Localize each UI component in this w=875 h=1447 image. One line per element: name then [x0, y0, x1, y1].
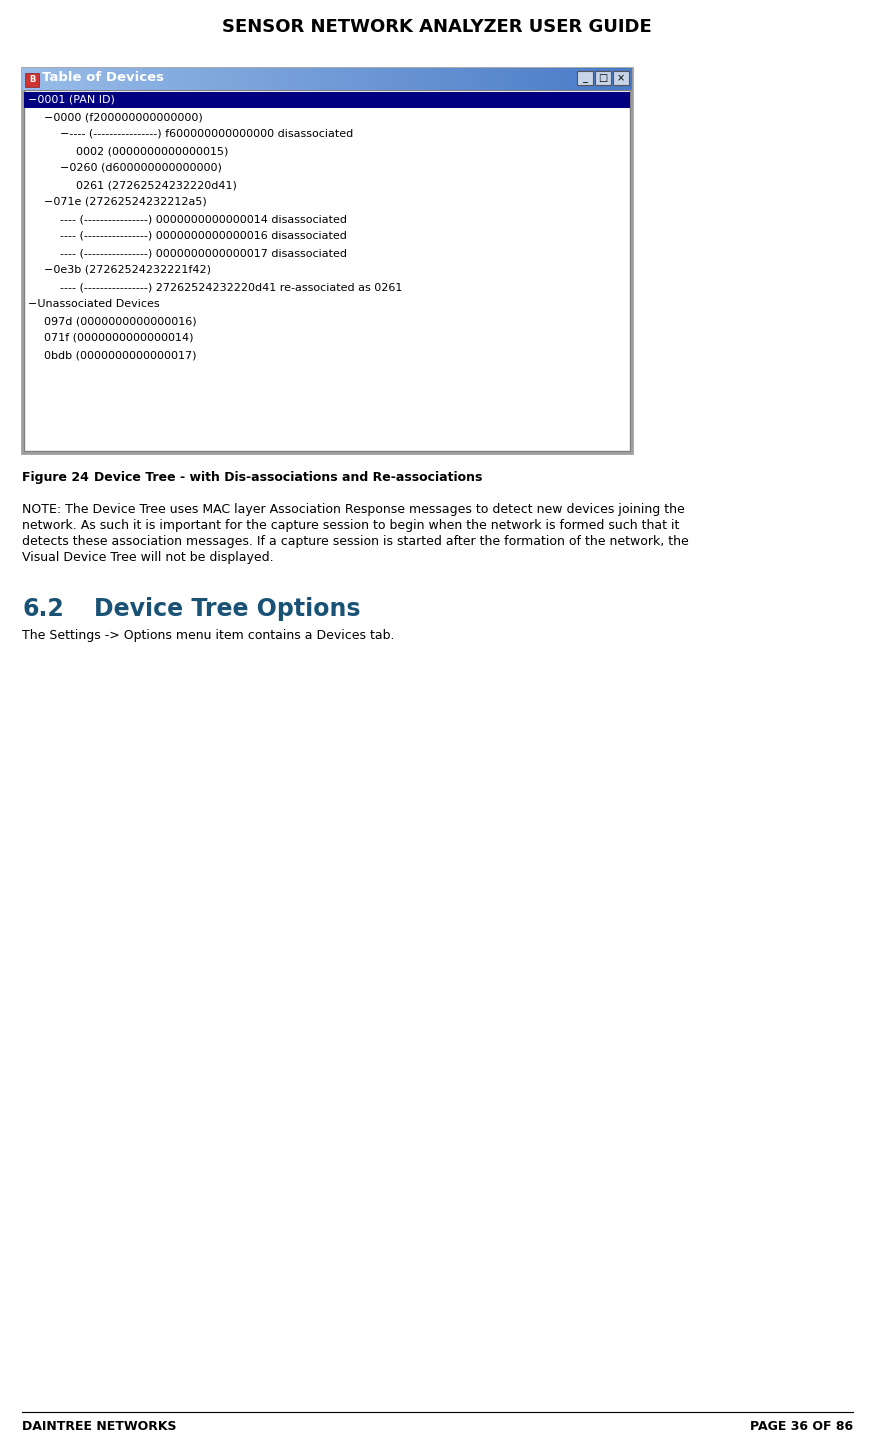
Text: 0bdb (0000000000000017): 0bdb (0000000000000017): [44, 350, 197, 360]
Text: Figure 24: Figure 24: [22, 472, 89, 483]
Text: _: _: [583, 72, 587, 82]
Text: 0261 (27262524232220d41): 0261 (27262524232220d41): [76, 179, 237, 190]
Text: The Settings -> Options menu item contains a Devices tab.: The Settings -> Options menu item contai…: [22, 629, 395, 642]
Text: network. As such it is important for the capture session to begin when the netwo: network. As such it is important for the…: [22, 519, 679, 532]
Text: −---- (----------------) f600000000000000 disassociated: −---- (----------------) f60000000000000…: [60, 129, 354, 139]
Text: ×: ×: [617, 72, 625, 82]
Text: Device Tree - with Dis-associations and Re-associations: Device Tree - with Dis-associations and …: [94, 472, 482, 483]
Text: B: B: [29, 75, 35, 84]
Bar: [22, 68, 632, 453]
Text: □: □: [598, 72, 607, 82]
Text: Table of Devices: Table of Devices: [42, 71, 164, 84]
Text: 097d (0000000000000016): 097d (0000000000000016): [44, 315, 197, 326]
Text: SENSOR NETWORK ANALYZER USER GUIDE: SENSOR NETWORK ANALYZER USER GUIDE: [222, 17, 652, 36]
Text: PAGE 36 OF 86: PAGE 36 OF 86: [750, 1420, 853, 1433]
Bar: [595, 71, 611, 85]
Text: ---- (----------------) 0000000000000014 disassociated: ---- (----------------) 0000000000000014…: [60, 214, 347, 224]
Text: −0260 (d600000000000000): −0260 (d600000000000000): [60, 164, 222, 174]
Text: −0000 (f200000000000000): −0000 (f200000000000000): [44, 111, 203, 122]
Text: 071f (0000000000000014): 071f (0000000000000014): [44, 333, 193, 343]
Text: ---- (----------------) 27262524232220d41 re-associated as 0261: ---- (----------------) 27262524232220d4…: [60, 282, 402, 292]
Text: Device Tree Options: Device Tree Options: [94, 598, 360, 621]
Text: −Unassociated Devices: −Unassociated Devices: [28, 300, 159, 310]
Text: ---- (----------------) 0000000000000016 disassociated: ---- (----------------) 0000000000000016…: [60, 232, 346, 242]
Text: Visual Device Tree will not be displayed.: Visual Device Tree will not be displayed…: [22, 551, 274, 564]
Text: NOTE: The Device Tree uses MAC layer Association Response messages to detect new: NOTE: The Device Tree uses MAC layer Ass…: [22, 504, 685, 517]
Text: −071e (27262524232212a5): −071e (27262524232212a5): [44, 197, 206, 207]
Bar: [24, 93, 630, 109]
Text: DAINTREE NETWORKS: DAINTREE NETWORKS: [22, 1420, 177, 1433]
Text: −0001 (PAN ID): −0001 (PAN ID): [28, 96, 115, 106]
Text: ---- (----------------) 0000000000000017 disassociated: ---- (----------------) 0000000000000017…: [60, 247, 347, 258]
Bar: [25, 72, 39, 87]
Bar: [613, 71, 629, 85]
Text: detects these association messages. If a capture session is started after the fo: detects these association messages. If a…: [22, 535, 689, 548]
Bar: [577, 71, 593, 85]
Text: 0002 (0000000000000015): 0002 (0000000000000015): [76, 146, 228, 156]
Bar: [24, 90, 630, 451]
Text: −0e3b (27262524232221f42): −0e3b (27262524232221f42): [44, 265, 211, 275]
Text: 6.2: 6.2: [22, 598, 64, 621]
